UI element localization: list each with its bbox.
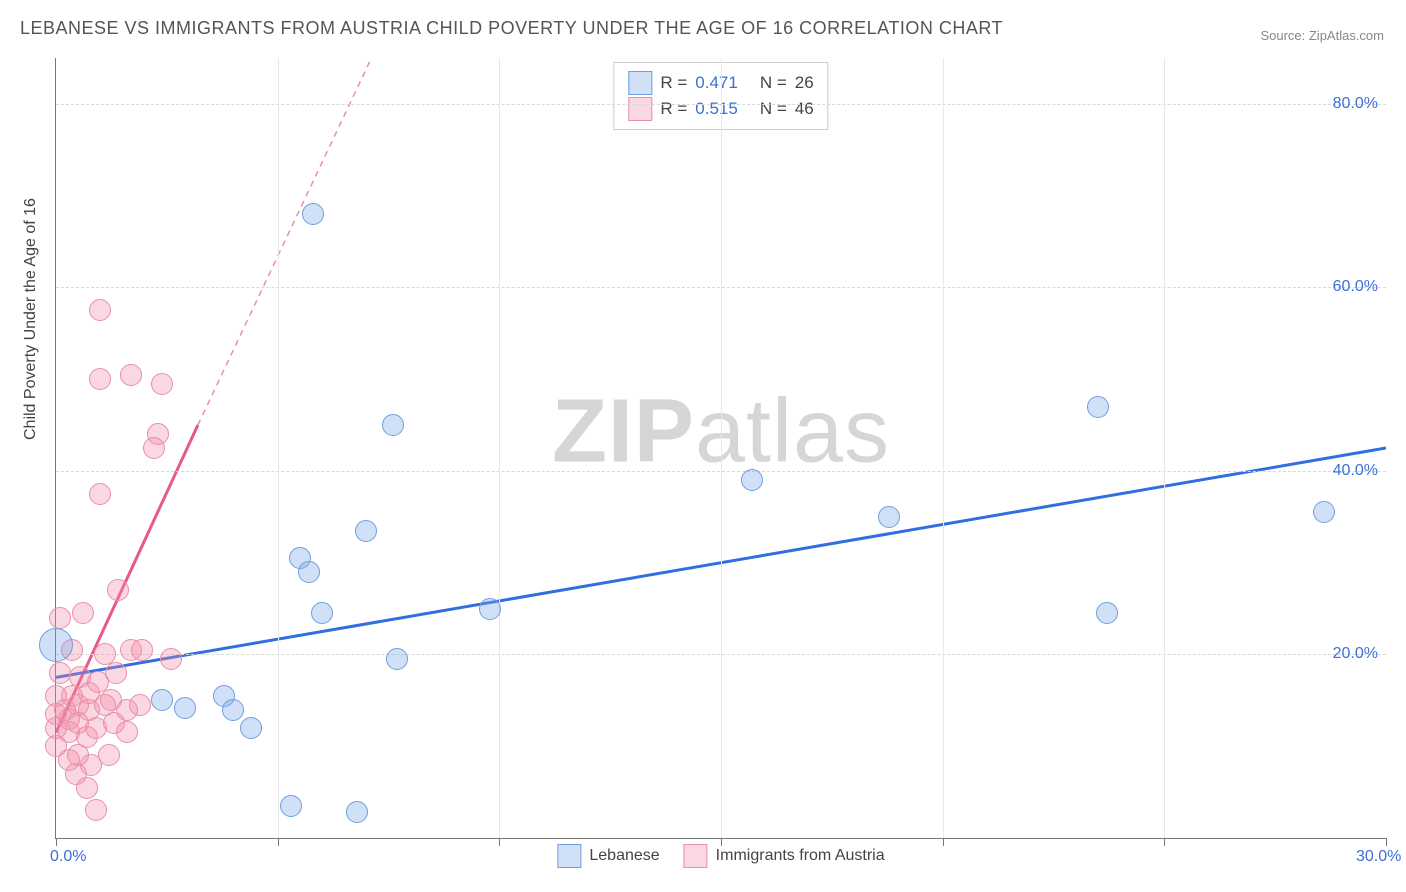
legend-item: Lebanese [557,844,659,868]
legend-n-value: 46 [795,99,814,119]
legend-n-value: 26 [795,73,814,93]
data-point-series1 [1096,602,1118,624]
data-point-series2 [105,662,127,684]
x-tick [499,838,500,846]
legend-r-label: R = [660,99,687,119]
x-tick [943,838,944,846]
data-point-series1 [280,795,302,817]
x-tick [721,838,722,846]
gridline-v [278,58,279,838]
legend-r-label: R = [660,73,687,93]
legend-item: Immigrants from Austria [684,844,885,868]
series-legend: Lebanese Immigrants from Austria [557,844,884,868]
source-prefix: Source: [1260,28,1308,43]
data-point-series1 [311,602,333,624]
data-point-series2 [89,368,111,390]
data-point-series1 [386,648,408,670]
data-point-series1 [298,561,320,583]
legend-n-label: N = [760,73,787,93]
data-point-series1 [1087,396,1109,418]
data-point-series2 [76,777,98,799]
gridline-v [943,58,944,838]
gridline-v [721,58,722,838]
x-tick [1164,838,1165,846]
gridline-v [1164,58,1165,838]
source-name: ZipAtlas.com [1309,28,1384,43]
data-point-series2 [160,648,182,670]
legend-label: Lebanese [589,847,659,865]
legend-swatch [557,844,581,868]
data-point-series1 [878,506,900,528]
data-point-series2 [120,364,142,386]
watermark-bold: ZIP [552,382,695,482]
data-point-series1 [39,628,73,662]
legend-swatch [684,844,708,868]
y-tick-label: 60.0% [1333,278,1378,296]
legend-r-value: 0.515 [695,99,738,119]
y-tick-label: 40.0% [1333,462,1378,480]
x-tick [278,838,279,846]
data-point-series2 [107,579,129,601]
data-point-series1 [222,699,244,721]
data-point-series1 [174,697,196,719]
chart-title: LEBANESE VS IMMIGRANTS FROM AUSTRIA CHIL… [20,18,1003,39]
source-attribution: Source: ZipAtlas.com [1260,28,1384,43]
legend-r-value: 0.471 [695,73,738,93]
legend-label: Immigrants from Austria [716,847,885,865]
y-tick-label: 80.0% [1333,95,1378,113]
x-tick-label: 0.0% [50,848,86,866]
legend-n-label: N = [760,99,787,119]
data-point-series1 [1313,501,1335,523]
data-point-series2 [98,744,120,766]
legend-swatch [628,71,652,95]
data-point-series1 [741,469,763,491]
data-point-series1 [151,689,173,711]
data-point-series2 [129,694,151,716]
data-point-series1 [355,520,377,542]
data-point-series1 [382,414,404,436]
x-tick [1386,838,1387,846]
data-point-series1 [302,203,324,225]
data-point-series1 [240,717,262,739]
data-point-series2 [72,602,94,624]
chart-plot-area: ZIPatlas R =0.471N =26R =0.515N =46 Leba… [55,58,1386,839]
data-point-series2 [89,299,111,321]
data-point-series1 [479,598,501,620]
data-point-series2 [151,373,173,395]
y-tick-label: 20.0% [1333,645,1378,663]
data-point-series2 [147,423,169,445]
data-point-series2 [49,662,71,684]
data-point-series2 [85,799,107,821]
data-point-series2 [116,721,138,743]
x-tick [56,838,57,846]
data-point-series2 [49,607,71,629]
gridline-v [499,58,500,838]
data-point-series1 [346,801,368,823]
watermark-light: atlas [695,382,890,482]
y-axis-title: Child Poverty Under the Age of 16 [22,198,40,440]
legend-swatch [628,97,652,121]
trend-line-series2-extrapolated [198,58,402,425]
x-tick-label: 30.0% [1356,848,1401,866]
data-point-series2 [89,483,111,505]
data-point-series2 [131,639,153,661]
